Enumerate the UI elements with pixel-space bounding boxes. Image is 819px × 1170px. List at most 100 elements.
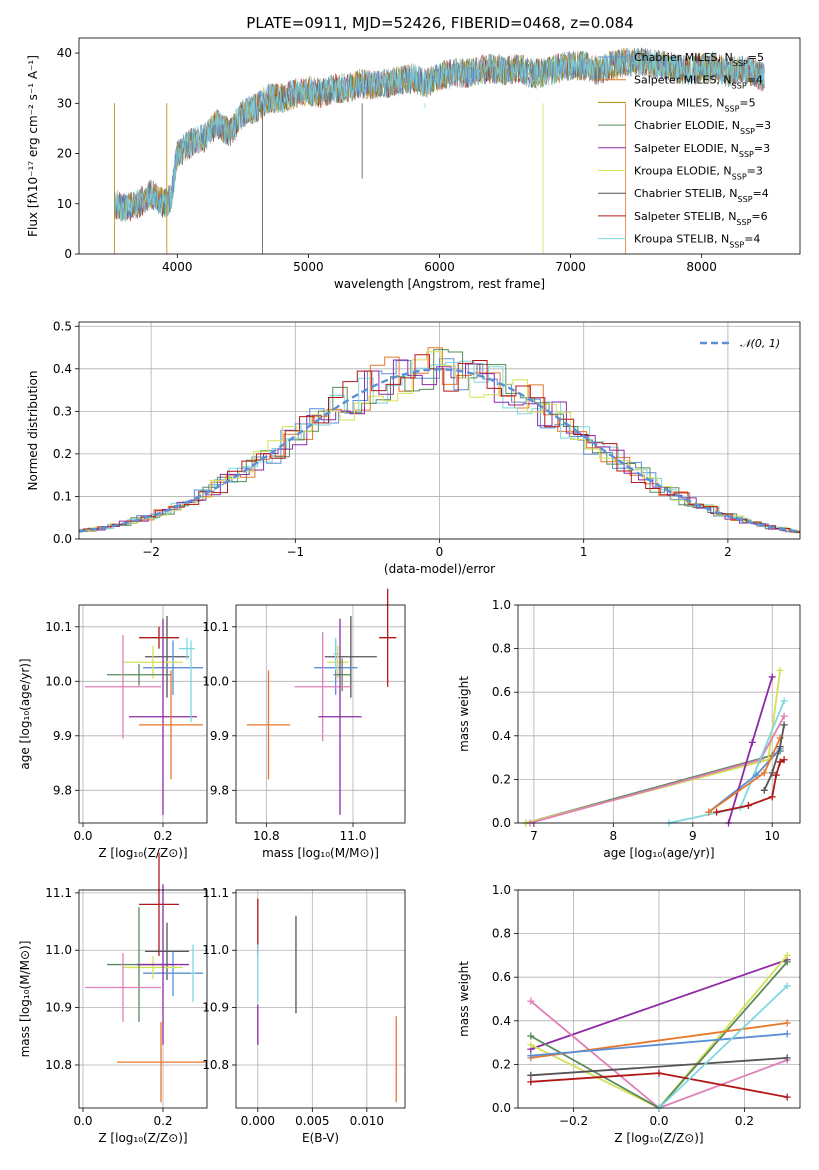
y-tick-label: 10.0 bbox=[45, 674, 72, 688]
y-axis-label: mass weight bbox=[457, 961, 471, 1037]
y-tick-label: 0.2 bbox=[492, 772, 511, 786]
panel-weight_vs_Z: −0.2 0.0 0.2 0.0 0.2 0.4 0.6 0.8 1.0 Z [log₁₀(Z/Z… bbox=[457, 883, 800, 1145]
weight-marker bbox=[772, 771, 780, 779]
x-tick-label: −2 bbox=[142, 545, 160, 559]
y-tick-label: 9.8 bbox=[53, 783, 72, 797]
x-tick-label: 4000 bbox=[162, 260, 193, 274]
y-tick-label: 0.3 bbox=[53, 404, 72, 418]
weight-marker bbox=[783, 951, 791, 959]
weight-marker bbox=[780, 756, 788, 764]
panel-spectrum: 4000 5000 6000 7000 8000 0 10 20 30 40 wavelength … bbox=[26, 46, 771, 291]
x-tick-label: 0.005 bbox=[295, 1114, 329, 1128]
weight-marker bbox=[527, 1041, 535, 1049]
weight-marker bbox=[783, 982, 791, 990]
weight-series bbox=[530, 1057, 788, 1077]
normal-curve bbox=[78, 368, 801, 533]
x-tick-label: 6000 bbox=[424, 260, 455, 274]
weight-marker bbox=[780, 712, 788, 720]
y-tick-label: 11.0 bbox=[202, 943, 229, 957]
axes-frame bbox=[78, 604, 208, 824]
weight-marker bbox=[780, 721, 788, 729]
weight-series bbox=[763, 724, 785, 791]
weight-series bbox=[530, 958, 788, 1050]
axes-frame bbox=[517, 889, 801, 1109]
x-tick-label: 0.2 bbox=[153, 1114, 172, 1128]
x-tick-label: 0.2 bbox=[153, 829, 172, 843]
y-tick-label: 11.1 bbox=[202, 886, 229, 900]
y-tick-label: 0.6 bbox=[492, 970, 511, 984]
y-tick-label: 0.8 bbox=[492, 927, 511, 941]
weight-marker bbox=[776, 758, 784, 766]
x-tick-label: 8 bbox=[610, 829, 618, 843]
weight-marker bbox=[783, 1030, 791, 1038]
weight-series bbox=[658, 985, 788, 1109]
weight-marker bbox=[527, 1032, 535, 1040]
y-tick-label: 0.4 bbox=[53, 362, 72, 376]
weight-marker bbox=[783, 958, 791, 966]
y-tick-label: 9.8 bbox=[210, 783, 229, 797]
y-tick-label: 1.0 bbox=[492, 598, 511, 612]
x-tick-label: 1 bbox=[580, 545, 588, 559]
legend-entry: Chabrier ELODIE, NSSP=3 bbox=[634, 119, 771, 136]
x-tick-label: 2 bbox=[724, 545, 732, 559]
legend-entry: Kroupa STELIB, NSSP=4 bbox=[634, 233, 760, 250]
y-tick-label: 11.1 bbox=[45, 886, 72, 900]
axes-frame bbox=[235, 604, 406, 824]
y-axis-label: age [log₁₀(age/yr)] bbox=[18, 658, 32, 769]
y-tick-label: 40 bbox=[57, 46, 72, 60]
y-tick-label: 0.0 bbox=[492, 1101, 511, 1115]
x-tick-label: 0.2 bbox=[735, 1114, 754, 1128]
x-axis-label: (data-model)/error bbox=[384, 562, 495, 576]
weight-marker bbox=[752, 771, 760, 779]
y-tick-label: 9.9 bbox=[210, 729, 229, 743]
x-axis-label: mass [log₁₀(M/M⊙)] bbox=[262, 846, 379, 860]
y-tick-label: 0.4 bbox=[492, 729, 511, 743]
x-tick-label: 8000 bbox=[686, 260, 717, 274]
panel-weight_vs_age: 7 8 9 10 0.0 0.2 0.4 0.6 0.8 1.0 age [log₁₀(age/yr… bbox=[457, 598, 800, 860]
x-tick-label: 0 bbox=[436, 545, 444, 559]
y-tick-label: 0.0 bbox=[53, 532, 72, 546]
weight-marker bbox=[783, 1093, 791, 1101]
x-tick-label: 7 bbox=[530, 829, 538, 843]
y-tick-label: 20 bbox=[57, 147, 72, 161]
weight-marker bbox=[783, 1019, 791, 1027]
x-tick-label: 0.0 bbox=[73, 829, 92, 843]
y-axis-label: Flux [fλ10⁻¹⁷ erg cm⁻² s⁻¹ A⁻¹] bbox=[26, 55, 40, 237]
y-tick-label: 11.0 bbox=[45, 943, 72, 957]
panel-mass_vs_Z: 0.0 0.2 10.8 10.9 11.0 11.1 Z [log₁₀(Z/Z⊙)] mas… bbox=[18, 852, 207, 1145]
weight-marker bbox=[713, 808, 721, 816]
weight-series bbox=[530, 1033, 788, 1057]
y-tick-label: 0.4 bbox=[492, 1014, 511, 1028]
y-tick-label: 0.8 bbox=[492, 642, 511, 656]
weight-marker bbox=[527, 997, 535, 1005]
y-tick-label: 0.6 bbox=[492, 685, 511, 699]
y-axis-label: mass [log₁₀(M/M⊙)] bbox=[18, 941, 32, 1058]
axes-frame bbox=[78, 37, 801, 255]
panel-age_vs_mass: 10.8 11.0 9.8 9.9 10.0 10.1 mass [log₁₀(M/M⊙)] bbox=[202, 588, 405, 860]
x-axis-label: Z [log₁₀(Z/Z⊙)] bbox=[98, 846, 187, 860]
weight-marker bbox=[776, 666, 784, 674]
x-tick-label: 11.0 bbox=[340, 829, 367, 843]
x-tick-label: 9 bbox=[689, 829, 697, 843]
y-tick-label: 10.1 bbox=[202, 620, 229, 634]
panel-age_vs_Z: 0.0 0.2 9.8 9.9 10.0 10.1 Z [log₁₀(Z/Z⊙)] age [… bbox=[18, 605, 207, 860]
panel-mass_vs_EBV: 0.000 0.005 0.010 10.8 10.9 11.0 11.1 E(B-V) bbox=[202, 886, 405, 1145]
legend-entry: Kroupa MILES, NSSP=5 bbox=[634, 96, 756, 113]
weight-series bbox=[668, 700, 785, 824]
x-tick-label: −0.2 bbox=[559, 1114, 588, 1128]
legend-entry: Chabrier MILES, NSSP=5 bbox=[634, 51, 764, 68]
y-axis-label: Normed distribution bbox=[26, 371, 40, 491]
weight-marker bbox=[527, 1078, 535, 1086]
legend-entry: Chabrier STELIB, NSSP=4 bbox=[634, 187, 769, 204]
axes-frame bbox=[78, 889, 208, 1109]
x-axis-label: wavelength [Angstrom, rest frame] bbox=[334, 277, 545, 291]
legend-entry: Kroupa ELODIE, NSSP=3 bbox=[634, 165, 763, 182]
weight-marker bbox=[744, 802, 752, 810]
y-tick-label: 0.2 bbox=[492, 1057, 511, 1071]
x-axis-label: E(B-V) bbox=[302, 1131, 339, 1145]
x-axis-label: Z [log₁₀(Z/Z⊙)] bbox=[98, 1131, 187, 1145]
y-tick-label: 0.1 bbox=[53, 489, 72, 503]
y-tick-label: 0.2 bbox=[53, 447, 72, 461]
x-tick-label: −1 bbox=[286, 545, 304, 559]
y-tick-label: 10.0 bbox=[202, 674, 229, 688]
